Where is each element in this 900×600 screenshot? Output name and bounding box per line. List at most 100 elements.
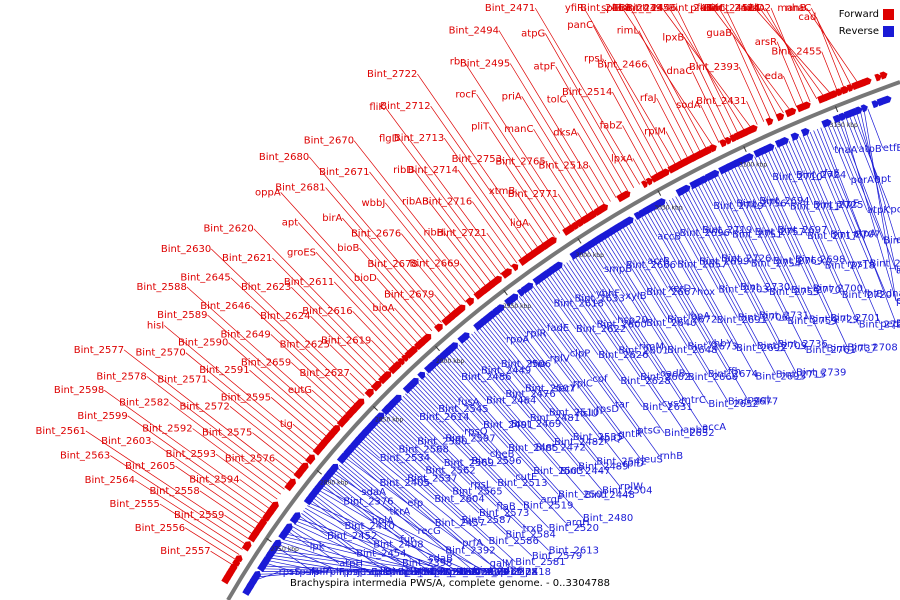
label-connector [712,7,791,111]
label-connector [528,222,544,245]
gene-label: Bint_2520 [549,523,599,534]
label-connector [309,502,472,573]
reverse-feature [790,132,800,141]
gene-label: Bint_2771 [508,189,558,200]
gene-label: Bint_2571 [157,375,207,386]
label-connector [127,415,267,515]
gene-label: Bint_2603 [101,436,151,447]
label-connector [428,370,458,403]
gene-label: rplW [620,481,643,492]
label-connector [601,239,689,378]
gene-label: Bint_2561 [36,426,86,437]
gene-label: lepA [896,265,900,276]
label-connector [532,285,638,431]
gene-label: Bint_2697 [777,225,827,236]
forward-feature [719,139,727,148]
forward-feature [641,180,648,189]
gene-label: cysS [662,399,685,410]
label-connector [684,191,722,259]
label-connector [291,525,369,573]
gene-label: xerD [668,284,692,295]
label-connector [700,104,720,143]
legend-forward-swatch [883,9,894,20]
label-connector [767,150,808,237]
label-connector [521,294,548,329]
genome-backbone [226,80,900,600]
gene-label: atpB [859,144,882,155]
label-connector [730,167,792,291]
gene-label: rfaJ [640,93,657,104]
gene-label: argF [541,495,563,506]
gene-label: Bint_2600 [597,319,647,330]
label-connector [659,205,756,377]
label-connector [434,294,452,315]
label-connector [272,555,386,573]
reverse-feature [375,412,385,422]
label-connector [362,438,408,479]
label-connector [303,510,386,572]
reverse-feature [779,137,789,146]
label-connector [134,479,243,550]
label-connector [628,222,669,289]
label-connector [754,7,831,94]
label-connector [806,7,859,83]
label-connector [799,136,881,325]
gene-label: atpB [369,567,392,578]
gene-label: Bint_2446 [626,3,676,14]
gene-label: rpmC [339,567,366,578]
gene-label: Bint_2586 [489,536,539,547]
gene-label: Bint_2576 [225,454,275,465]
label-connector [322,485,344,502]
gene-label: Bint_2759 [787,316,837,327]
gene-label: yhhF [596,289,621,300]
label-connector [402,395,446,439]
gene-label: porG [890,204,900,215]
gene-label: Bint_2518 [539,160,589,171]
gene-label: Bint_2630 [161,244,211,255]
label-connector [622,7,713,146]
label-connector [499,310,601,439]
label-connector [297,518,457,573]
label-connector [543,277,599,356]
label-connector [461,342,506,395]
reverse-feature [832,114,842,124]
label-connector [368,431,489,542]
label-connector [445,355,487,401]
gene-label: flgD [379,134,400,145]
gene-label: rbr [450,57,465,68]
label-connector [827,124,851,181]
gene-label: rplX [400,567,420,578]
label-connector [750,158,813,289]
gene-label: Bint_2464 [486,396,536,407]
forward-feature [458,304,466,313]
label-connector [588,165,611,202]
gene-label: Bint_2589 [157,310,207,321]
gene-label: Bint_2376 [343,497,393,508]
label-connector [771,148,825,266]
gene-label: rpsK [401,567,424,578]
gene-label: Bint_2596 [471,456,521,467]
gene-label: Bint_2672 [667,314,717,325]
label-connector [746,100,758,125]
gene-label: Bint_2501 [558,489,608,500]
gene-label: atpD [896,266,900,277]
label-connector [314,495,403,564]
label-connector [375,423,426,471]
label-connector [478,327,550,413]
gene-label: Bint_2482 [554,437,604,448]
reverse-feature [871,100,879,109]
gene-label: birA [322,213,342,224]
gene-label: ribD [393,165,414,176]
gene-label: Bint_2691 [717,315,767,326]
gene-label: trxB [523,523,544,534]
label-connector [557,193,577,223]
reverse-feature [273,539,282,548]
gene-label: atpA [853,228,876,239]
gene-label: Bint_2723 [859,320,900,331]
gene-label: cad [798,12,816,23]
label-connector [438,361,559,495]
label-connector [336,467,390,512]
gene-label: rplE [430,567,450,578]
gene-label: Bint_2670 [304,136,354,147]
label-connector [393,405,497,507]
